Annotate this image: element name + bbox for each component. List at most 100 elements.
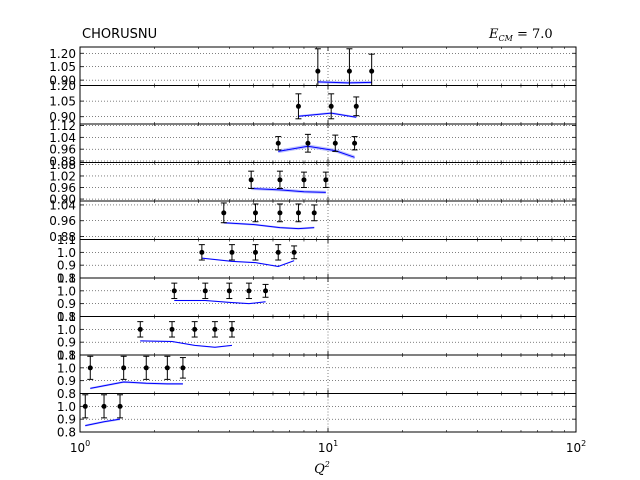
data-point — [101, 403, 107, 409]
y-tick-label: 0.90 — [49, 110, 76, 124]
panel-frame — [79, 316, 577, 356]
data-point — [248, 177, 254, 183]
data-point — [212, 326, 218, 332]
data-point — [352, 140, 358, 146]
x-axis-label-main: Q — [314, 462, 325, 477]
y-tick-label: 0.8 — [57, 426, 76, 440]
y-tick-label: 1.0 — [57, 361, 76, 375]
x-tick-label: 100 — [70, 439, 90, 455]
panel-frame — [79, 200, 577, 240]
y-tick-label: 1.02 — [49, 169, 76, 183]
y-tick-label: 0.96 — [49, 143, 76, 157]
data-point — [311, 210, 317, 216]
panel-frame — [79, 123, 577, 163]
y-tick-label: 1.0 — [57, 323, 76, 337]
data-point — [332, 140, 338, 146]
data-point — [192, 326, 198, 332]
y-tick-label: 0.96 — [49, 214, 76, 228]
data-point — [369, 68, 375, 74]
y-tick-label: 0.88 — [49, 230, 76, 244]
data-point — [275, 140, 281, 146]
panel-2: 1.20 1.050.90 — [49, 79, 577, 125]
data-point — [117, 403, 123, 409]
data-point — [275, 249, 281, 255]
y-tick-label: 0.96 — [49, 181, 76, 195]
data-point — [246, 288, 252, 294]
data-point — [137, 326, 143, 332]
y-tick-label: 1.12 — [49, 119, 76, 133]
y-tick-label: 0.9 — [57, 297, 76, 311]
data-point — [328, 103, 334, 109]
data-point — [315, 68, 321, 74]
theory-line — [174, 299, 266, 305]
panel-frame — [79, 85, 577, 125]
panel-frame — [79, 239, 577, 279]
data-point — [291, 249, 297, 255]
y-tick-label: 0.8 — [57, 310, 76, 324]
y-tick-label: 0.9 — [57, 259, 76, 273]
y-tick-label: 0.9 — [57, 413, 76, 427]
data-point — [199, 249, 205, 255]
theory-line — [278, 145, 355, 158]
panel-9: 1.11.00.90.8 — [57, 349, 577, 401]
y-tick-label: 1.1 — [57, 272, 76, 286]
y-tick-label: 1.20 — [49, 79, 76, 93]
data-point — [353, 103, 359, 109]
x-axis: 100 101 102 — [70, 439, 586, 455]
y-tick-label: 1.1 — [57, 233, 76, 247]
panel-8: 1.11.00.90.8 — [57, 310, 577, 363]
y-tick-label: 1.08 — [49, 158, 76, 172]
y-tick-label: 1.1 — [57, 310, 76, 324]
y-tick-label: 1.05 — [49, 95, 76, 109]
panel-frame — [79, 162, 577, 202]
y-tick-label: 0.9 — [57, 374, 76, 388]
theory-line — [317, 81, 372, 84]
y-tick-label: 1.1 — [57, 349, 76, 363]
title-right-main: E — [488, 27, 499, 42]
title-right-value: = 7.0 — [513, 27, 553, 42]
data-point — [82, 403, 88, 409]
panel-4: 1.081.020.960.90 — [49, 158, 577, 207]
panel-5: 1.04 0.96 0.88 — [49, 198, 577, 244]
data-point — [202, 288, 208, 294]
data-point — [252, 210, 258, 216]
y-tick-label: 0.8 — [57, 272, 76, 286]
panel-frame — [79, 354, 577, 394]
y-tick-label: 1.20 — [49, 47, 76, 61]
data-point — [171, 288, 177, 294]
y-tick-label: 0.9 — [57, 336, 76, 350]
data-point — [277, 210, 283, 216]
data-point — [263, 288, 269, 294]
data-point — [277, 177, 283, 183]
theory-line — [201, 257, 295, 267]
panel-frame — [79, 277, 577, 317]
data-point — [346, 68, 352, 74]
theory-line — [251, 187, 326, 193]
data-point — [164, 365, 170, 371]
data-point — [143, 365, 149, 371]
x-axis-label: Q2 — [314, 460, 330, 477]
data-point — [229, 249, 235, 255]
data-point — [305, 140, 311, 146]
data-point — [169, 326, 175, 332]
data-point — [295, 103, 301, 109]
chart-title-left: CHORUSNU — [82, 27, 157, 42]
chart-title-right: ECM = 7.0 — [488, 27, 553, 43]
y-tick-label: 0.90 — [49, 193, 76, 207]
data-point — [87, 365, 93, 371]
data-point — [301, 177, 307, 183]
theory-line — [90, 381, 183, 389]
y-tick-label: 1.0 — [57, 284, 76, 298]
data-point — [221, 210, 227, 216]
y-tick-label: 0.90 — [49, 74, 76, 88]
y-tick-label: 1.04 — [49, 131, 76, 145]
data-point — [295, 210, 301, 216]
theory-line — [85, 418, 121, 427]
x-axis-label-sup: 2 — [324, 460, 330, 469]
y-tick-label: 1.0 — [57, 246, 76, 260]
data-point — [229, 326, 235, 332]
panels-group: 1.201.050.901.201.050.901.121.040.960.88… — [49, 46, 577, 440]
theory-line — [140, 340, 233, 348]
panel-1: 1.201.050.90 — [49, 46, 577, 88]
